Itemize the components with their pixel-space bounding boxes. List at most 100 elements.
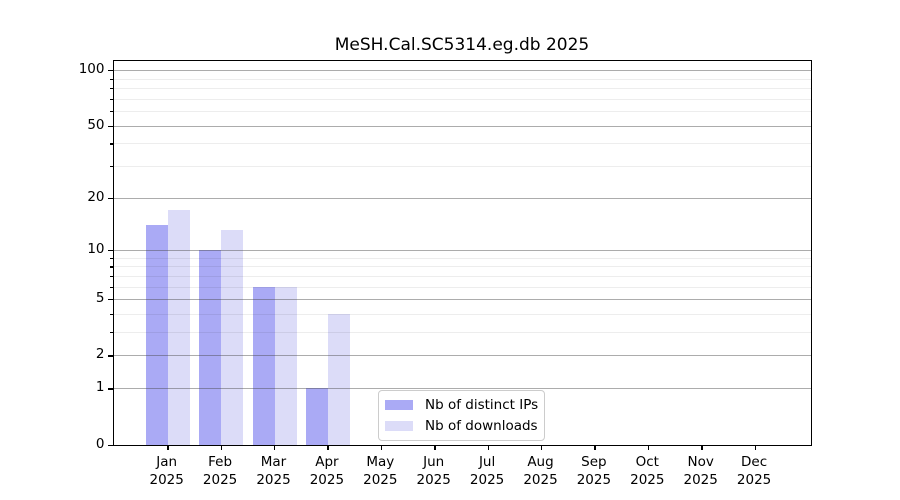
x-tick-mark [701, 444, 703, 450]
gridline-minor [113, 165, 811, 167]
y-tick-mark [107, 250, 113, 252]
legend-row-downloads: Nb of downloads [385, 418, 538, 434]
y-tick-mark [107, 444, 113, 446]
x-tick-label-mar: Mar 2025 [239, 453, 309, 491]
x-tick-label-oct: Oct 2025 [612, 453, 682, 491]
bar-downloads [327, 313, 350, 445]
y-minor-tick-mark [109, 165, 113, 168]
y-tick-mark [107, 388, 113, 390]
x-tick-label-dec: Dec 2025 [719, 453, 789, 491]
year-label: 2025 [683, 472, 718, 489]
y-tick-label: 2 [95, 346, 105, 363]
year-label: 2025 [309, 472, 345, 489]
month-label: Nov [687, 453, 714, 470]
y-minor-tick-mark [109, 78, 113, 80]
x-tick-mark [594, 444, 596, 450]
y-minor-tick-mark [109, 275, 113, 278]
y-tick-mark [107, 197, 113, 199]
gridline-minor [113, 88, 811, 89]
bar-downloads [167, 210, 190, 445]
legend: Nb of distinct IPs Nb of downloads [378, 390, 545, 441]
y-minor-tick-mark [109, 88, 113, 90]
year-label: 2025 [363, 472, 398, 489]
year-label: 2025 [202, 472, 238, 489]
year-label: 2025 [469, 472, 505, 489]
chart-title: MeSH.Cal.SC5314.eg.db 2025 [334, 35, 590, 55]
y-tick-mark [107, 299, 113, 301]
y-tick-label: 10 [87, 240, 105, 257]
month-label: Aug [527, 453, 554, 470]
x-tick-label-may: May 2025 [345, 453, 415, 491]
legend-label-downloads: Nb of downloads [425, 418, 538, 434]
month-label: Feb [208, 453, 233, 470]
y-tick-mark [107, 355, 113, 357]
gridline-minor [113, 98, 811, 100]
x-tick-label-feb: Feb 2025 [185, 453, 255, 491]
y-minor-tick-mark [109, 98, 113, 101]
month-label: Sep [581, 453, 607, 470]
x-tick-mark [541, 444, 543, 450]
x-tick-mark [167, 444, 169, 450]
year-label: 2025 [576, 472, 612, 489]
month-label: Jan [156, 453, 178, 470]
month-label: Jun [423, 453, 445, 470]
x-tick-mark [434, 444, 436, 450]
y-minor-tick-mark [109, 266, 113, 268]
year-label: 2025 [256, 472, 291, 489]
year-label: 2025 [149, 472, 184, 489]
bar-distinct-ips [252, 286, 275, 445]
x-tick-mark [380, 444, 383, 450]
x-tick-mark [274, 444, 276, 450]
year-label: 2025 [416, 472, 451, 489]
month-label: Jul [478, 453, 496, 470]
y-tick-label: 1 [95, 379, 105, 396]
y-tick-label: 100 [78, 61, 105, 78]
gridline-minor [113, 111, 811, 112]
y-minor-tick-mark [109, 286, 113, 288]
gridline-major [113, 125, 811, 127]
x-tick-label-aug: Aug 2025 [506, 453, 576, 491]
gridline-major [113, 70, 811, 72]
x-tick-label-jul: Jul 2025 [452, 453, 522, 491]
y-tick-label: 20 [87, 188, 105, 205]
bar-distinct-ips [305, 388, 328, 445]
x-tick-label-jan: Jan 2025 [132, 453, 202, 491]
legend-swatch-distinct-ips [385, 400, 413, 410]
gridline-minor [113, 78, 811, 80]
plot-area [107, 59, 812, 450]
bar-distinct-ips [145, 224, 168, 445]
gridline-minor [113, 143, 811, 145]
x-tick-mark [220, 444, 222, 450]
y-minor-tick-mark [109, 143, 113, 145]
x-tick-mark [647, 444, 650, 450]
month-label: Mar [260, 453, 287, 470]
x-tick-mark [487, 444, 489, 450]
y-minor-tick-mark [109, 257, 113, 260]
y-tick-label: 50 [87, 116, 105, 133]
legend-swatch-downloads [385, 421, 413, 431]
bar-downloads [274, 286, 297, 445]
y-tick-label: 5 [95, 290, 105, 307]
legend-label-distinct-ips: Nb of distinct IPs [425, 397, 539, 413]
bar-distinct-ips [199, 250, 222, 445]
y-minor-tick-mark [109, 313, 113, 316]
x-tick-label-jun: Jun 2025 [399, 453, 469, 491]
month-label: May [366, 453, 395, 470]
x-tick-label-sep: Sep 2025 [559, 453, 629, 491]
x-tick-label-apr: Apr 2025 [292, 453, 362, 491]
y-tick-mark [107, 125, 113, 127]
y-tick-label: 0 [95, 435, 105, 452]
y-tick-mark [107, 70, 113, 72]
year-label: 2025 [523, 472, 558, 489]
month-label: Apr [315, 453, 339, 470]
y-minor-tick-mark [109, 332, 113, 334]
x-tick-mark [327, 444, 329, 450]
year-label: 2025 [630, 472, 665, 489]
month-label: Dec [741, 453, 768, 470]
month-label: Oct [635, 453, 659, 470]
x-tick-label-nov: Nov 2025 [666, 453, 736, 491]
x-tick-mark [754, 444, 756, 450]
y-minor-tick-mark [109, 111, 113, 113]
year-label: 2025 [736, 472, 772, 489]
